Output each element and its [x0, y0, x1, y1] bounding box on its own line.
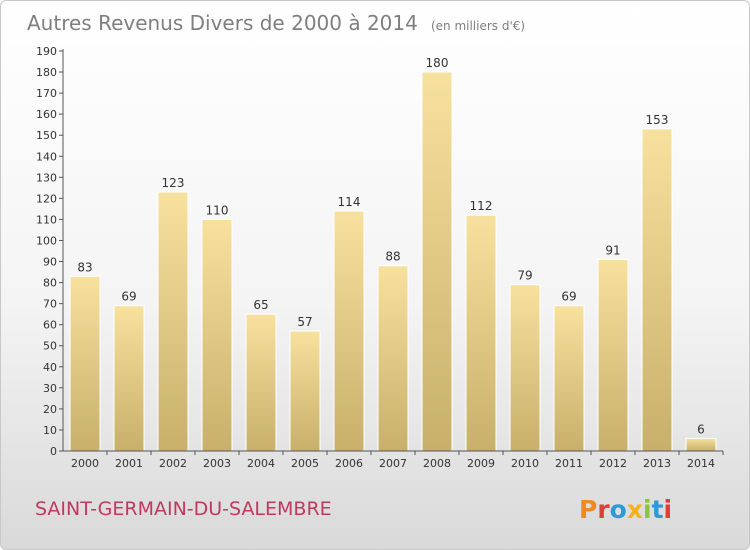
bar-value-label: 57	[297, 315, 312, 329]
y-tick-label: 110	[36, 213, 57, 226]
x-tick-label: 2006	[335, 457, 363, 470]
x-tick-label: 2007	[379, 457, 407, 470]
bar-2010	[509, 284, 541, 452]
bar-2013	[641, 128, 673, 452]
y-tick-label: 0	[50, 445, 57, 458]
bar-2009	[465, 214, 497, 452]
y-tick-label: 160	[36, 108, 57, 121]
bar-2000	[69, 275, 101, 452]
y-tick-label: 190	[36, 45, 57, 58]
y-tick-label: 130	[36, 171, 57, 184]
x-tick-label: 2008	[423, 457, 451, 470]
proxiti-logo: Proxiti	[579, 495, 672, 524]
bar-value-label: 114	[338, 195, 361, 209]
y-tick-label: 180	[36, 66, 57, 79]
bar-value-label: 88	[385, 250, 400, 264]
x-tick-label: 2014	[687, 457, 715, 470]
x-tick-label: 2000	[71, 457, 99, 470]
x-tick-label: 2011	[555, 457, 583, 470]
bar-2006	[333, 210, 365, 452]
bar-2008	[421, 71, 453, 452]
chart-title-main: Autres Revenus Divers de 2000 à 2014	[27, 11, 418, 35]
bar-2005	[289, 330, 321, 452]
x-tick-label: 2002	[159, 457, 187, 470]
bar-2014	[685, 437, 717, 452]
logo-letter: o	[610, 495, 627, 524]
y-tick-label: 30	[43, 382, 57, 395]
x-tick-label: 2010	[511, 457, 539, 470]
chart-title-unit: (en milliers d'€)	[431, 19, 525, 33]
bars-group: 83 69 123 110 65 57 114 88 180 112 79 69 91 153 6	[69, 56, 717, 452]
logo-letter: i	[643, 495, 652, 524]
bar-2003	[201, 218, 233, 452]
bar-2007	[377, 265, 409, 452]
x-tick-label: 2001	[115, 457, 143, 470]
logo-letter: x	[627, 495, 643, 524]
y-tick-label: 10	[43, 424, 57, 437]
x-tick-label: 2009	[467, 457, 495, 470]
logo-letter: r	[597, 495, 610, 524]
y-tick-label: 60	[43, 319, 57, 332]
bar-value-label: 65	[253, 298, 268, 312]
y-tick-label: 80	[43, 277, 57, 290]
x-tick-label: 2012	[599, 457, 627, 470]
y-tick-label: 90	[43, 256, 57, 269]
logo-letter: P	[579, 495, 597, 524]
x-tick-label: 2004	[247, 457, 275, 470]
bar-2011	[553, 305, 585, 452]
bar-2004	[245, 313, 277, 452]
logo-letter: t	[652, 495, 664, 524]
bar-value-label: 153	[646, 113, 669, 127]
y-axis: 0 10 20 30 40 50 60 70 80 90 100 110 120 130 140 150 160…	[36, 45, 64, 458]
bar-2002	[157, 191, 189, 452]
y-tick-label: 40	[43, 361, 57, 374]
y-tick-label: 50	[43, 340, 57, 353]
y-tick-label: 170	[36, 87, 57, 100]
bar-value-label: 6	[697, 422, 705, 436]
x-tick-label: 2005	[291, 457, 319, 470]
y-tick-label: 100	[36, 234, 57, 247]
bar-value-label: 123	[162, 176, 185, 190]
y-tick-label: 70	[43, 298, 57, 311]
bar-value-label: 79	[517, 269, 532, 283]
bar-2001	[113, 305, 145, 452]
bar-2012	[597, 258, 629, 452]
bar-value-label: 112	[470, 199, 493, 213]
y-tick-label: 20	[43, 403, 57, 416]
chart-title: Autres Revenus Divers de 2000 à 2014 (en…	[27, 11, 525, 35]
y-tick-label: 140	[36, 150, 57, 163]
x-axis: 2000 2001 2002 2003 2004 2005 2006 2007 2008 2009…	[63, 450, 724, 470]
logo-letter: i	[664, 495, 673, 524]
bar-value-label: 110	[206, 203, 229, 217]
x-tick-label: 2003	[203, 457, 231, 470]
y-tick-label: 150	[36, 129, 57, 142]
bar-value-label: 91	[605, 243, 620, 257]
bar-value-label: 180	[426, 56, 449, 70]
x-tick-label: 2013	[643, 457, 671, 470]
bar-value-label: 69	[561, 290, 576, 304]
bar-value-label: 83	[77, 260, 92, 274]
bar-value-label: 69	[121, 290, 136, 304]
commune-name: SAINT-GERMAIN-DU-SALEMBRE	[35, 498, 332, 520]
y-tick-label: 120	[36, 192, 57, 205]
